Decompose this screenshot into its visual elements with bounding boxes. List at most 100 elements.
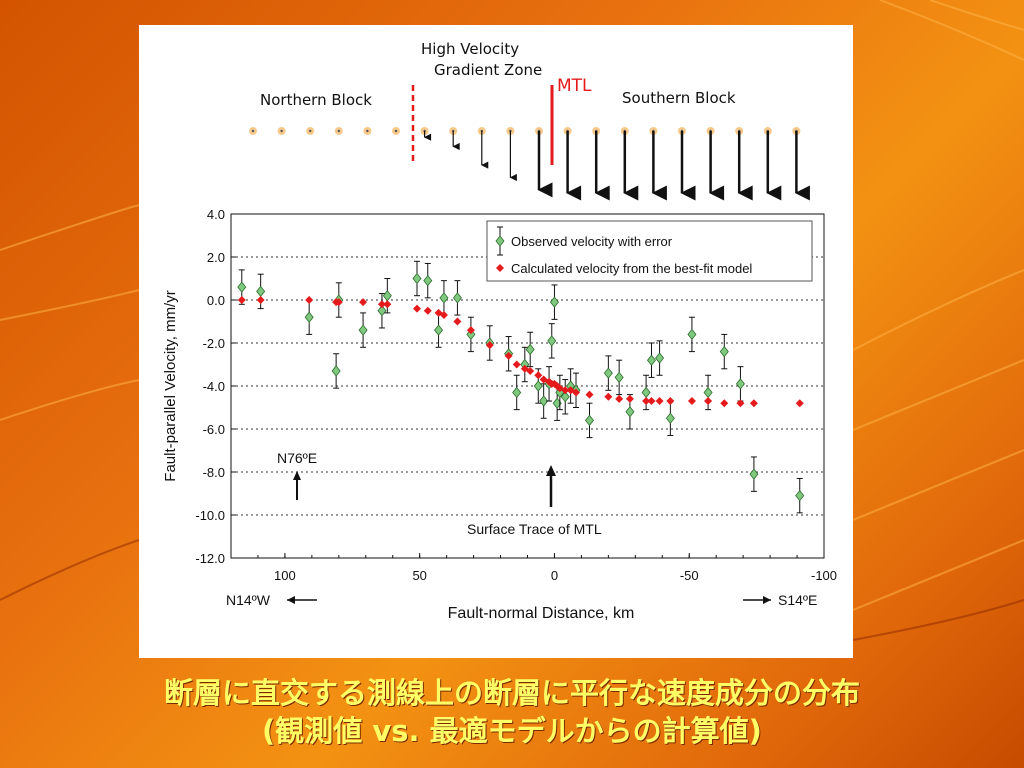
observed-point <box>625 406 635 418</box>
observed-point <box>512 386 522 399</box>
surface-trace-arrow-head <box>546 465 556 476</box>
observed-point <box>646 354 657 366</box>
surface-trace-label: Surface Trace of MTL <box>467 521 602 537</box>
observed-point <box>549 296 559 308</box>
observed-point <box>439 292 449 304</box>
calculated-point <box>687 397 696 406</box>
n76e-arrow-head <box>293 471 301 480</box>
observed-point <box>795 490 805 502</box>
calculated-point <box>666 397 675 406</box>
calculated-point <box>585 390 594 399</box>
y-tick-label: -12.0 <box>195 551 225 566</box>
observed-point <box>687 328 697 341</box>
calculated-point <box>305 296 314 304</box>
observed-series <box>237 260 805 514</box>
n76e-label: N76ºE <box>277 450 317 466</box>
observed-point <box>304 311 314 323</box>
caption-line-2: (観測値 vs. 最適モデルからの計算値) <box>262 714 762 748</box>
station-center <box>394 129 398 133</box>
observed-point <box>547 335 557 347</box>
calculated-point <box>466 326 475 335</box>
calculated-point <box>736 399 745 408</box>
observed-point <box>539 395 549 407</box>
x-tick-label: 50 <box>412 568 426 583</box>
southern-block-label: Southern Block <box>622 89 736 107</box>
figure-svg: High Velocity Gradient Zone Northern Blo… <box>162 40 837 622</box>
calculated-point <box>359 298 368 307</box>
observed-point <box>603 367 613 379</box>
y-tick-label: 4.0 <box>207 207 225 222</box>
observed-point <box>703 386 713 399</box>
observed-point <box>719 345 729 358</box>
observed-point <box>560 391 570 403</box>
y-axis-ticks: 4.0 2.0 0.0 -2.0 -4.0 -6.0 -8.0 -10.0 -12.0 <box>195 207 236 566</box>
calculated-point <box>553 382 562 390</box>
observed-point <box>452 292 462 304</box>
caption-line-1: 断層に直交する測線上の断層に平行な速度成分の分布 <box>163 676 860 710</box>
observed-point <box>377 305 387 317</box>
observed-point <box>237 281 247 293</box>
observed-point <box>434 324 444 336</box>
x-tick-label: 100 <box>274 568 296 583</box>
calculated-point <box>453 317 462 326</box>
west-arrow-head <box>287 596 295 604</box>
east-arrow-head <box>763 596 771 604</box>
east-direction-label: S14ºE <box>778 592 817 608</box>
calculated-point <box>334 298 343 307</box>
calculated-point <box>534 371 543 380</box>
observed-point <box>533 380 543 392</box>
x-axis-ticks: 100 50 0 -50 -100 <box>257 553 837 583</box>
x-tick-label: 0 <box>551 568 558 583</box>
grid-lines <box>231 256 824 516</box>
calculated-point <box>749 399 758 408</box>
calculated-point <box>383 300 392 309</box>
x-axis-title: Fault-normal Distance, km <box>448 605 635 622</box>
observed-point <box>641 386 651 399</box>
calculated-point <box>504 351 513 360</box>
x-tick-label: -100 <box>811 568 837 583</box>
calculated-point <box>256 296 265 304</box>
calculated-point <box>550 379 559 388</box>
west-direction-label: N14ºW <box>226 592 271 608</box>
observed-point <box>256 285 266 298</box>
calculated-point <box>512 360 521 369</box>
calculated-point <box>704 397 713 406</box>
calculated-point <box>795 399 804 408</box>
y-tick-label: 2.0 <box>207 250 225 265</box>
calculated-point <box>526 366 535 375</box>
calculated-point <box>625 394 634 403</box>
y-tick-label: -4.0 <box>203 379 225 394</box>
calculated-point <box>520 364 529 373</box>
calculated-series <box>237 296 804 408</box>
gradient-zone-label-1: High Velocity <box>421 40 519 58</box>
y-tick-label: -10.0 <box>195 508 225 523</box>
observed-point <box>665 412 675 424</box>
station-center <box>366 129 369 133</box>
station-center <box>280 129 283 133</box>
y-tick-label: -8.0 <box>203 465 225 480</box>
observed-point <box>331 365 341 377</box>
calculated-point <box>572 388 581 397</box>
figure-panel: High Velocity Gradient Zone Northern Blo… <box>139 25 853 658</box>
calculated-point <box>423 306 432 315</box>
observed-point <box>525 343 535 356</box>
legend-box <box>486 220 813 282</box>
observed-point <box>382 290 392 302</box>
observed-point <box>358 324 368 336</box>
calculated-point <box>720 399 729 408</box>
calculated-point <box>412 304 421 313</box>
calculated-point <box>485 341 494 350</box>
observed-point <box>749 468 759 480</box>
station-center <box>309 129 312 133</box>
observed-point <box>655 352 665 364</box>
calculated-point <box>604 392 613 401</box>
calculated-point <box>642 397 651 406</box>
calculated-point <box>377 300 386 309</box>
calculated-point <box>237 296 246 304</box>
y-tick-label: -6.0 <box>203 422 225 437</box>
calculated-point <box>655 397 664 406</box>
calculated-point <box>561 386 570 395</box>
calculated-point <box>647 397 656 406</box>
y-tick-label: 0.0 <box>207 293 225 308</box>
